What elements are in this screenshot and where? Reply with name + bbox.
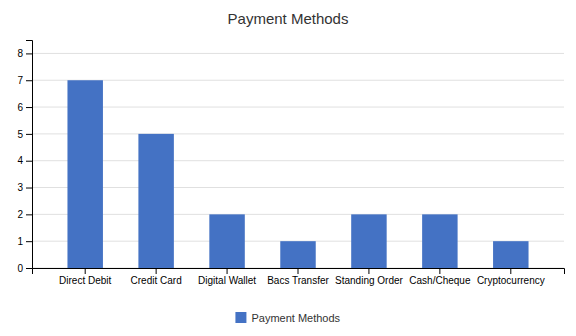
grid-line	[32, 107, 564, 108]
y-tick-label: 8	[17, 48, 23, 59]
x-tick-mark	[439, 268, 440, 274]
y-tick-label: 1	[17, 236, 23, 247]
x-tick: Cash/Cheque	[409, 268, 471, 286]
x-tick-mark	[368, 268, 369, 274]
bar	[280, 241, 315, 268]
x-tick-mark	[510, 268, 511, 274]
x-tick: Bacs Transfer	[267, 268, 329, 286]
y-tick: 4	[17, 155, 32, 166]
x-tick-label: Bacs Transfer	[267, 275, 329, 286]
x-tick-label: Standing Order	[335, 275, 403, 286]
y-tick: 2	[17, 209, 32, 220]
x-tick: Digital Wallet	[198, 268, 256, 286]
grid-line	[32, 80, 564, 81]
y-tick-mark	[26, 214, 32, 215]
y-tick-label: 7	[17, 75, 23, 86]
x-tick-mark	[85, 268, 86, 274]
y-tick: 1	[17, 236, 32, 247]
grid-line	[32, 133, 564, 134]
chart-svg: Payment Methods 0 1 2 3 4 5 6 7 8 Direct Debit Cred…	[0, 0, 576, 336]
legend-item: Payment Methods	[235, 312, 340, 324]
y-tick-mark	[26, 107, 32, 108]
x-tick: Cryptocurrency	[477, 268, 545, 286]
x-tick-label: Credit Card	[131, 275, 182, 286]
bar	[351, 214, 386, 268]
x-tick-mark	[227, 268, 228, 274]
y-tick-label: 0	[17, 263, 23, 274]
bar	[138, 134, 173, 268]
y-tick-mark	[26, 268, 32, 269]
y-tick: 3	[17, 182, 32, 193]
y-tick-mark	[26, 241, 32, 242]
grid-line	[32, 160, 564, 161]
y-tick-mark	[26, 134, 32, 135]
plot-area: 0 1 2 3 4 5 6 7 8 Direct Debit Credit Card Digital …	[17, 41, 564, 287]
legend-label: Payment Methods	[251, 312, 340, 324]
legend-swatch	[235, 312, 246, 323]
x-tick: Direct Debit	[59, 268, 111, 286]
x-tick-mark	[298, 268, 299, 274]
chart-title: Payment Methods	[228, 10, 349, 27]
bar	[422, 214, 457, 268]
y-axis-line	[26, 41, 33, 269]
y-tick-mark	[26, 80, 32, 81]
y-tick: 6	[17, 102, 32, 113]
y-tick-mark	[26, 188, 32, 189]
y-tick-label: 2	[17, 209, 23, 220]
legend: Payment Methods	[235, 312, 340, 324]
bars	[67, 80, 528, 268]
y-tick-mark	[26, 161, 32, 162]
y-tick: 8	[17, 48, 32, 59]
y-tick-label: 6	[17, 102, 23, 113]
y-tick: 7	[17, 75, 32, 86]
y-tick-mark	[26, 53, 32, 54]
x-tick-label: Direct Debit	[59, 275, 111, 286]
y-tick-label: 4	[17, 155, 23, 166]
y-tick-label: 5	[17, 129, 23, 140]
bar	[493, 241, 528, 268]
bar	[67, 80, 102, 268]
x-tick: Standing Order	[335, 268, 403, 286]
y-axis: 0 1 2 3 4 5 6 7 8	[17, 41, 32, 274]
y-tick: 5	[17, 129, 32, 140]
grid-line	[32, 53, 564, 54]
x-tick: Credit Card	[131, 268, 182, 286]
y-tick-label: 3	[17, 182, 23, 193]
grid-line	[32, 187, 564, 188]
y-tick: 0	[17, 263, 32, 274]
x-tick-label: Digital Wallet	[198, 275, 256, 286]
x-tick-label: Cash/Cheque	[409, 275, 471, 286]
bar	[209, 214, 244, 268]
x-tick-label: Cryptocurrency	[477, 275, 545, 286]
x-tick-mark	[156, 268, 157, 274]
x-axis-line	[33, 269, 565, 275]
chart-container: Payment Methods 0 1 2 3 4 5 6 7 8 Direct Debit Cred…	[0, 0, 576, 336]
x-axis: Direct Debit Credit Card Digital Wallet Bac…	[33, 268, 565, 286]
grid	[32, 53, 564, 268]
grid-line	[32, 214, 564, 215]
